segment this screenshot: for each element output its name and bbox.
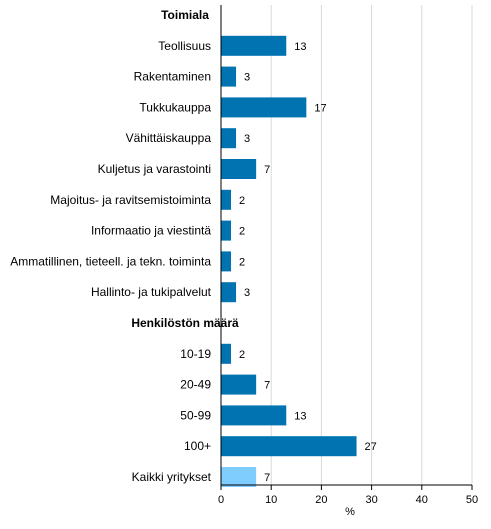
data-label-vahittaiskauppa: 3 bbox=[244, 133, 250, 145]
data-label-tukkukauppa: 17 bbox=[314, 102, 326, 114]
category-label-informaatio-ja-viestinta: Informaatio ja viestintä bbox=[91, 224, 211, 238]
category-label-50-99: 50-99 bbox=[180, 408, 211, 422]
data-label-teollisuus: 13 bbox=[294, 41, 306, 53]
group-heading-henkiloston-maara: Henkilöstön määrä bbox=[131, 316, 239, 330]
category-label-teollisuus: Teollisuus bbox=[158, 39, 211, 53]
category-labels: Toimiala Teollisuus Rakentaminen Tukkukaupp… bbox=[10, 8, 239, 484]
bar-vahittaiskauppa bbox=[221, 128, 237, 149]
category-label-vahittaiskauppa: Vähittäiskauppa bbox=[126, 131, 212, 145]
bar-100 bbox=[221, 436, 357, 457]
x-axis-title: % bbox=[345, 506, 355, 518]
bar-teollisuus bbox=[221, 35, 287, 56]
category-label-10-19: 10-19 bbox=[180, 347, 211, 361]
x-tick-label-10: 10 bbox=[265, 494, 277, 506]
x-tick-label-50: 50 bbox=[466, 494, 478, 506]
bar-ammatillinen-tieteell-ja-tekn-toiminta bbox=[221, 251, 232, 272]
data-label-majoitus-ja-ravitsemistoiminta: 2 bbox=[239, 195, 245, 207]
bar-rakentaminen bbox=[221, 66, 237, 87]
bar-50-99 bbox=[221, 405, 287, 426]
category-label-kuljetus-ja-varastointi: Kuljetus ja varastointi bbox=[98, 162, 211, 176]
category-label-tukkukauppa: Tukkukauppa bbox=[139, 100, 211, 114]
category-label-majoitus-ja-ravitsemistoiminta: Majoitus- ja ravitsemistoiminta bbox=[50, 193, 211, 207]
data-label-rakentaminen: 3 bbox=[244, 72, 250, 84]
bar-informaatio-ja-viestinta bbox=[221, 220, 232, 241]
data-label-10-19: 2 bbox=[239, 349, 245, 361]
data-label-kaikki-yritykset: 7 bbox=[264, 472, 270, 484]
x-tick-label-0: 0 bbox=[218, 494, 224, 506]
category-label-hallinto-ja-tukipalvelut: Hallinto- ja tukipalvelut bbox=[91, 285, 212, 299]
data-label-50-99: 13 bbox=[294, 410, 306, 422]
bar-majoitus-ja-ravitsemistoiminta bbox=[221, 189, 232, 210]
gridlines bbox=[270, 5, 473, 485]
bar-kuljetus-ja-varastointi bbox=[221, 159, 257, 179]
data-label-kuljetus-ja-varastointi: 7 bbox=[264, 164, 270, 176]
x-axis: 0 10 20 30 40 50% bbox=[218, 5, 478, 518]
data-label-100: 27 bbox=[365, 441, 377, 453]
category-label-20-49: 20-49 bbox=[180, 378, 211, 392]
category-label-ammatillinen-tieteell-ja-tekn-toiminta: Ammatillinen, tieteell. ja tekn. toimint… bbox=[10, 254, 211, 268]
group-heading-toimiala: Toimiala bbox=[161, 8, 209, 22]
x-tick-label-40: 40 bbox=[416, 494, 428, 506]
x-tick-label-30: 30 bbox=[365, 494, 377, 506]
category-label-kaikki-yritykset: Kaikki yritykset bbox=[132, 470, 212, 484]
data-label-20-49: 7 bbox=[264, 380, 270, 392]
bar-hallinto-ja-tukipalvelut bbox=[221, 282, 237, 303]
bar-10-19 bbox=[221, 343, 232, 364]
bar-20-49 bbox=[221, 374, 257, 395]
data-label-hallinto-ja-tukipalvelut: 3 bbox=[244, 287, 250, 299]
bar-tukkukauppa bbox=[221, 97, 307, 118]
category-label-rakentaminen: Rakentaminen bbox=[134, 70, 211, 84]
bar-kaikki-yritykset bbox=[221, 467, 257, 487]
data-label-ammatillinen-tieteell-ja-tekn-toiminta: 2 bbox=[239, 256, 245, 268]
x-tick-label-20: 20 bbox=[315, 494, 327, 506]
category-label-100: 100+ bbox=[184, 439, 211, 453]
data-label-informaatio-ja-viestinta: 2 bbox=[239, 226, 245, 238]
